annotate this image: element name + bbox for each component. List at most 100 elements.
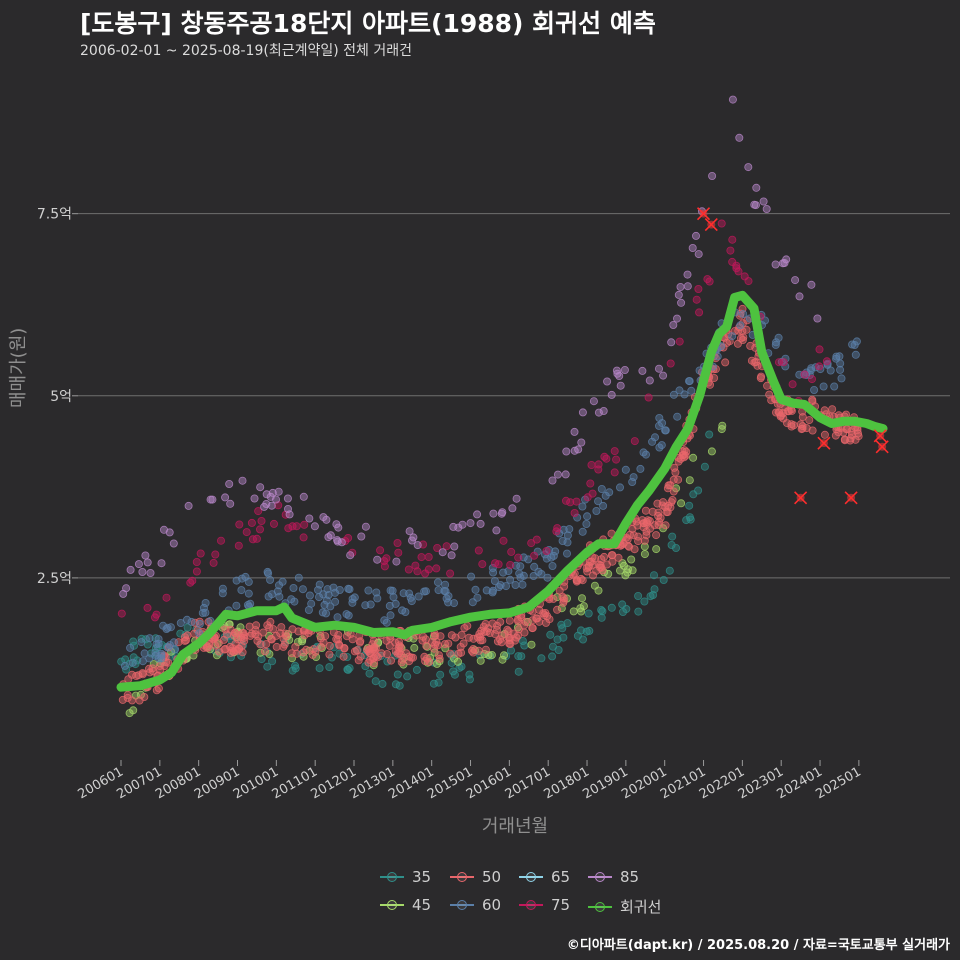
data-point-85 <box>674 290 683 299</box>
data-point-60 <box>199 603 208 612</box>
data-point-50 <box>334 631 343 640</box>
data-point-60 <box>126 643 135 652</box>
data-point-35 <box>548 652 557 661</box>
data-point-45 <box>435 657 444 666</box>
data-point-85 <box>688 243 697 252</box>
data-point-50 <box>666 503 675 512</box>
data-point-75 <box>562 496 571 505</box>
data-point-50 <box>746 341 755 350</box>
data-point-60 <box>830 382 839 391</box>
data-point-50 <box>798 413 807 422</box>
data-point-75 <box>413 567 422 576</box>
data-point-85 <box>262 490 271 499</box>
data-point-75 <box>694 284 703 293</box>
data-point-75 <box>404 565 413 574</box>
data-point-60 <box>380 616 389 625</box>
data-point-60 <box>218 589 227 598</box>
data-point-60 <box>642 450 651 459</box>
data-point-85 <box>683 270 692 279</box>
data-point-75 <box>152 610 161 619</box>
data-point-50 <box>154 684 163 693</box>
data-point-75 <box>162 593 171 602</box>
data-point-75 <box>284 524 293 533</box>
data-point-50 <box>464 633 473 642</box>
data-point-85 <box>283 494 292 503</box>
data-point-75 <box>442 542 451 551</box>
data-point-60 <box>244 589 253 598</box>
x-axis-label: 거래년월 <box>481 816 549 837</box>
data-point-35 <box>343 665 352 674</box>
data-point-60 <box>515 569 524 578</box>
data-point-50 <box>614 553 623 562</box>
data-point-35 <box>618 600 627 609</box>
data-point-75 <box>566 498 575 507</box>
data-point-35 <box>391 680 400 689</box>
forecast-markers <box>696 207 889 505</box>
data-point-45 <box>499 651 508 660</box>
data-point-45 <box>256 648 265 657</box>
data-point-75 <box>446 569 455 578</box>
data-point-50 <box>670 463 679 472</box>
data-point-85 <box>322 515 331 524</box>
data-point-50 <box>308 650 317 659</box>
data-point-35 <box>559 633 568 642</box>
forecast-marker-cross <box>817 436 831 450</box>
y-tick-label: 7.5억 <box>37 207 72 223</box>
data-point-35 <box>291 661 300 670</box>
data-point-45 <box>616 566 625 575</box>
data-point-60 <box>401 608 410 617</box>
data-point-75 <box>527 539 536 548</box>
data-point-45 <box>569 607 578 616</box>
data-point-75 <box>196 549 205 558</box>
data-point-50 <box>215 647 224 656</box>
data-point-50 <box>407 653 416 662</box>
forecast-marker <box>844 491 858 505</box>
data-point-60 <box>810 385 819 394</box>
data-point-50 <box>484 624 493 633</box>
data-point-85 <box>759 197 768 206</box>
data-point-45 <box>717 425 726 434</box>
data-point-60 <box>157 649 166 658</box>
data-point-85 <box>616 381 625 390</box>
grid-lines <box>78 213 950 579</box>
data-point-35 <box>434 678 443 687</box>
data-point-60 <box>774 333 783 342</box>
data-point-75 <box>192 558 201 567</box>
data-point-85 <box>561 470 570 479</box>
forecast-marker <box>817 436 831 450</box>
legend-label: 35 <box>412 868 432 886</box>
data-point-50 <box>325 641 334 650</box>
data-point-60 <box>120 661 129 670</box>
data-point-85 <box>165 528 174 537</box>
data-point-60 <box>314 593 323 602</box>
data-point-75 <box>779 358 788 367</box>
data-point-60 <box>516 562 525 571</box>
data-point-45 <box>453 657 462 666</box>
data-point-75 <box>188 576 197 585</box>
data-point-45 <box>527 640 536 649</box>
data-point-60 <box>289 584 298 593</box>
data-point-75 <box>269 519 278 528</box>
data-point-75 <box>209 558 218 567</box>
data-point-35 <box>315 664 324 673</box>
data-point-50 <box>451 633 460 642</box>
data-point-60 <box>537 570 546 579</box>
data-point-50 <box>652 531 661 540</box>
data-point-45 <box>590 581 599 590</box>
data-point-50 <box>585 561 594 570</box>
data-point-50 <box>382 636 391 645</box>
data-point-85 <box>489 509 498 518</box>
data-point-85 <box>492 526 501 535</box>
data-point-50 <box>504 627 513 636</box>
chart-title: [도봉구] 창동주공18단지 아파트(1988) 회귀선 예측 <box>80 9 656 38</box>
data-point-60 <box>563 531 572 540</box>
data-point-50 <box>123 693 132 702</box>
data-point-75 <box>433 544 442 553</box>
data-point-85 <box>677 298 686 307</box>
data-point-85 <box>613 369 622 378</box>
data-point-60 <box>530 562 539 571</box>
data-point-60 <box>673 412 682 421</box>
data-point-60 <box>628 477 637 486</box>
data-point-60 <box>372 588 381 597</box>
data-point-60 <box>599 501 608 510</box>
